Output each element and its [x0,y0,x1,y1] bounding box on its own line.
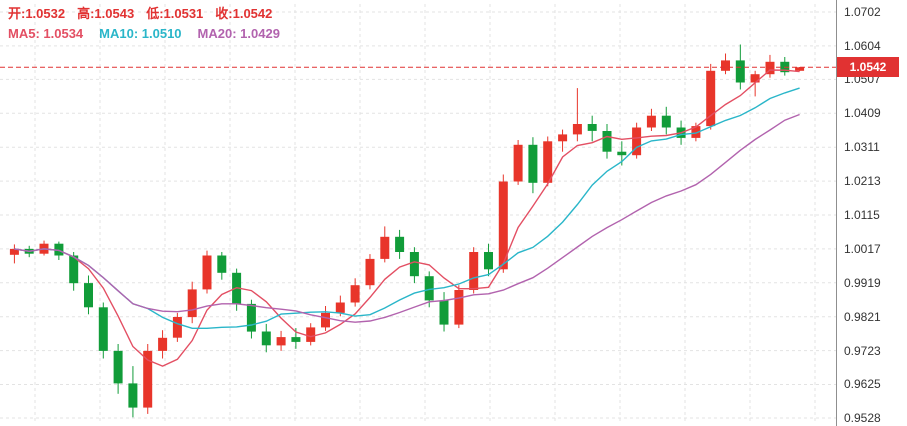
y-axis-label: 0.9625 [844,377,881,391]
y-axis-label: 0.9723 [844,344,881,358]
y-axis-label: 1.0115 [844,208,880,222]
y-axis-label: 1.0213 [844,174,881,188]
y-axis: 1.0542 1.0702 1.0604 1.0507 1.0409 1.0311 1.0… [836,0,907,426]
ma20-line [14,113,800,323]
current-price-tag: 1.0542 [837,57,899,77]
ma10-line [14,87,800,329]
candlestick-chart[interactable] [0,0,836,426]
y-axis-label: 1.0017 [844,242,881,256]
y-axis-label: 1.0409 [844,106,881,120]
y-axis-label: 1.0311 [844,140,880,154]
y-axis-label: 1.0604 [844,39,881,53]
y-axis-label: 0.9821 [844,310,881,324]
chart-area[interactable]: 开:1.0532 高:1.0543 低:1.0531 收:1.0542 MA5: 1.… [0,0,836,426]
y-axis-label: 1.0702 [844,5,881,19]
ma5-line [14,69,800,367]
y-axis-label: 0.9528 [844,411,881,425]
grid-lines [0,4,836,422]
y-axis-label: 0.9919 [844,276,881,290]
